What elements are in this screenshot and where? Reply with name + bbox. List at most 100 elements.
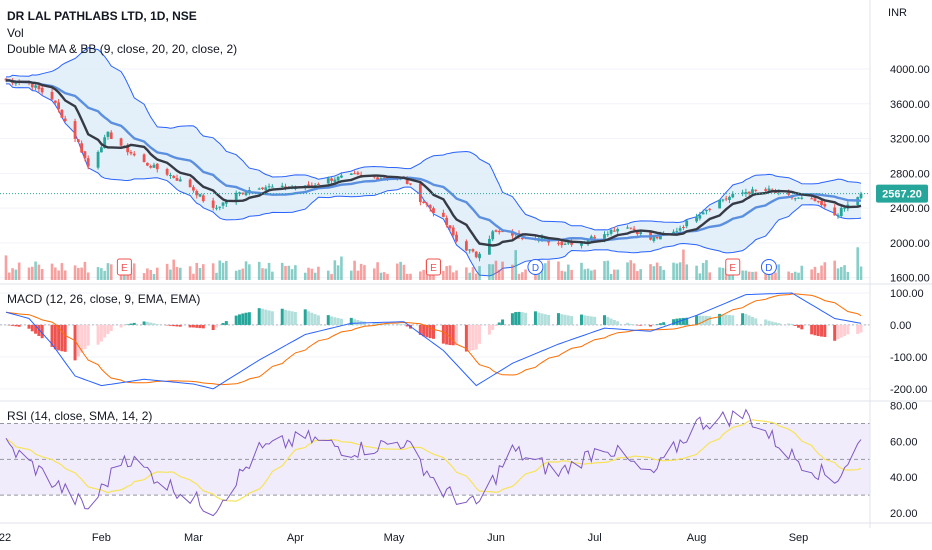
- volume-bar: [215, 272, 218, 280]
- candle: [678, 228, 682, 231]
- macd-axis-label: -200.00: [890, 384, 927, 396]
- macd-histogram-bar: [721, 314, 725, 325]
- macd-histogram-bar: [790, 323, 794, 325]
- price-axis-label: 1600.00: [890, 273, 930, 285]
- volume-bar: [813, 266, 817, 280]
- macd-histogram-bar: [80, 324, 84, 353]
- macd-histogram-bar: [372, 322, 376, 325]
- volume-bar: [83, 261, 87, 280]
- volume-bar: [359, 263, 363, 280]
- candle: [96, 152, 100, 168]
- volume-bar: [787, 271, 790, 280]
- candle: [629, 227, 633, 229]
- macd-histogram-bar: [178, 324, 182, 327]
- volume-bar: [741, 270, 744, 280]
- macd-histogram-bar: [823, 324, 827, 337]
- candle: [53, 100, 57, 103]
- candle: [793, 198, 797, 200]
- macd-histogram-bar: [813, 324, 817, 336]
- candle: [810, 198, 814, 200]
- macd-histogram-bar: [142, 321, 146, 325]
- volume-bar: [363, 265, 366, 280]
- candle: [80, 143, 84, 153]
- macd-histogram-bar: [172, 324, 176, 327]
- macd-histogram-bar: [777, 323, 781, 325]
- volume-bar: [409, 273, 412, 280]
- candle: [34, 85, 37, 88]
- macd-histogram-bar: [448, 324, 452, 346]
- volume-bar: [172, 259, 176, 280]
- volume-bar: [856, 247, 860, 280]
- volume-bar: [349, 270, 353, 280]
- volume-bar: [63, 270, 67, 280]
- candle: [267, 186, 271, 188]
- volume-bar: [586, 268, 590, 280]
- macd-histogram-bar: [767, 320, 771, 325]
- volume-bar: [261, 268, 264, 280]
- macd-axis-label: 0.00: [890, 320, 911, 332]
- macd-histogram-bar: [586, 315, 590, 325]
- volume-bar: [11, 268, 14, 280]
- volume-bar: [287, 265, 291, 280]
- candle: [132, 153, 136, 156]
- dividend-marker: [760, 259, 777, 275]
- volume-bar: [379, 272, 383, 280]
- candle: [471, 249, 475, 252]
- macd-histogram-bar: [165, 324, 169, 326]
- macd-histogram-bar: [267, 310, 271, 325]
- macd-histogram-bar: [224, 321, 228, 325]
- macd-histogram-bar: [478, 324, 482, 344]
- candle: [718, 199, 721, 209]
- volume-bar: [846, 271, 850, 280]
- volume-bar: [27, 267, 31, 280]
- volume-bar: [310, 268, 314, 280]
- candle: [103, 137, 107, 149]
- volume-bar: [428, 273, 432, 280]
- macd-histogram-bar: [464, 324, 468, 352]
- candle: [468, 249, 472, 251]
- volume-bar: [797, 272, 800, 280]
- volume-bar: [790, 273, 794, 280]
- volume-bar: [103, 270, 106, 280]
- macd-histogram-bar: [514, 312, 518, 325]
- macd-histogram-bar: [99, 324, 103, 342]
- macd-histogram-bar: [731, 315, 735, 325]
- macd-histogram-bar: [132, 322, 136, 325]
- candle: [409, 183, 412, 185]
- macd-histogram-bar: [616, 321, 620, 325]
- candle: [632, 228, 636, 230]
- candle: [724, 198, 728, 200]
- macd-histogram-bar: [191, 324, 195, 328]
- macd-pane[interactable]: [0, 292, 870, 390]
- candle: [603, 234, 606, 240]
- volume-bar: [422, 269, 425, 280]
- macd-histogram-bar: [556, 313, 560, 325]
- macd-histogram-bar: [609, 318, 613, 325]
- macd-histogram-bar: [37, 324, 41, 336]
- volume-bar: [202, 264, 205, 280]
- volume-bar: [514, 250, 518, 280]
- volume-bar: [455, 270, 458, 280]
- macd-histogram-bar: [241, 313, 245, 325]
- candle: [149, 165, 153, 168]
- macd-histogram-bar: [501, 319, 505, 325]
- candle: [497, 231, 501, 233]
- volume-bar: [603, 261, 606, 280]
- candle: [60, 109, 64, 118]
- rsi-pane[interactable]: [0, 408, 870, 517]
- currency-label: INR: [888, 7, 907, 19]
- last-price-label: 2567.20: [882, 189, 922, 201]
- volume-bar: [17, 262, 21, 280]
- volume-bar: [142, 273, 146, 280]
- macd-histogram-bar: [487, 324, 491, 335]
- volume-bar: [590, 270, 593, 280]
- candle: [353, 173, 356, 175]
- volume-bar: [471, 267, 475, 280]
- volume-bar: [701, 262, 705, 280]
- volume-bar: [294, 265, 297, 280]
- volume-bar: [563, 271, 567, 280]
- macd-histogram-bar: [635, 324, 639, 326]
- macd-histogram-bar: [353, 319, 357, 325]
